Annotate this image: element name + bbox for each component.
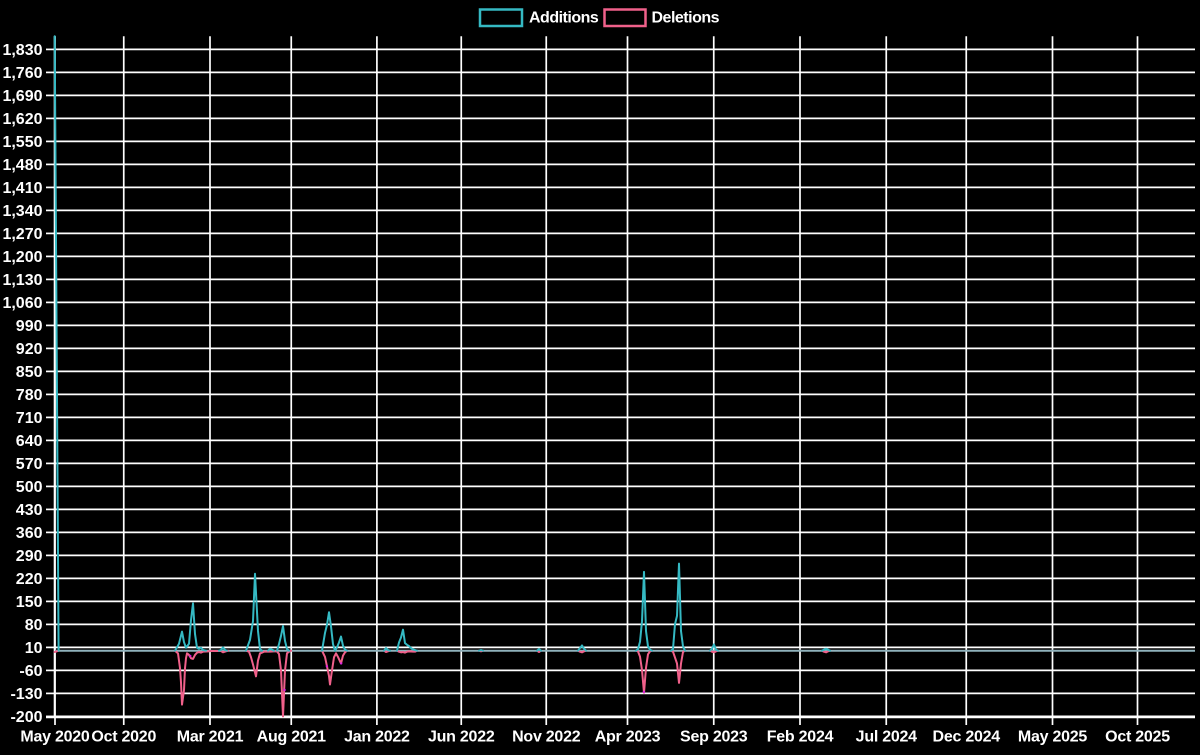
svg-text:780: 780 [16,387,43,404]
svg-text:80: 80 [25,617,43,634]
svg-text:Nov 2022: Nov 2022 [512,729,581,746]
svg-text:1,410: 1,410 [2,180,42,197]
svg-text:570: 570 [16,456,43,473]
svg-text:150: 150 [16,594,43,611]
svg-text:1,690: 1,690 [2,88,42,105]
svg-text:990: 990 [16,318,43,335]
svg-text:290: 290 [16,548,43,565]
svg-text:1,480: 1,480 [2,157,42,174]
svg-text:May 2020: May 2020 [20,729,90,746]
svg-text:Additions: Additions [529,10,599,27]
svg-text:Deletions: Deletions [652,10,720,27]
svg-text:Jan 2022: Jan 2022 [344,729,410,746]
svg-text:May 2025: May 2025 [1018,729,1088,746]
svg-text:Oct 2025: Oct 2025 [1105,729,1170,746]
svg-text:-130: -130 [10,686,42,703]
svg-text:Aug 2021: Aug 2021 [257,729,326,746]
svg-text:Jul 2024: Jul 2024 [856,729,918,746]
svg-text:1,830: 1,830 [2,42,42,59]
svg-text:Oct 2020: Oct 2020 [91,729,156,746]
svg-text:920: 920 [16,341,43,358]
svg-text:640: 640 [16,433,43,450]
svg-text:Mar 2021: Mar 2021 [177,729,244,746]
svg-text:Dec 2024: Dec 2024 [933,729,1001,746]
svg-text:1,550: 1,550 [2,134,42,151]
svg-text:10: 10 [25,640,43,657]
svg-text:1,130: 1,130 [2,272,42,289]
svg-text:Sep 2023: Sep 2023 [680,729,748,746]
svg-text:710: 710 [16,410,43,427]
svg-text:1,760: 1,760 [2,65,42,82]
svg-text:220: 220 [16,571,43,588]
svg-text:1,620: 1,620 [2,111,42,128]
svg-text:-60: -60 [19,663,42,680]
svg-text:1,340: 1,340 [2,203,42,220]
svg-text:-200: -200 [10,709,42,726]
svg-text:1,200: 1,200 [2,249,42,266]
svg-text:850: 850 [16,364,43,381]
svg-text:360: 360 [16,525,43,542]
svg-text:1,270: 1,270 [2,226,42,243]
svg-text:430: 430 [16,502,43,519]
svg-text:500: 500 [16,479,43,496]
svg-text:Apr 2023: Apr 2023 [595,729,661,746]
svg-text:Feb 2024: Feb 2024 [767,729,834,746]
svg-text:Jun 2022: Jun 2022 [428,729,495,746]
svg-text:1,060: 1,060 [2,295,42,312]
